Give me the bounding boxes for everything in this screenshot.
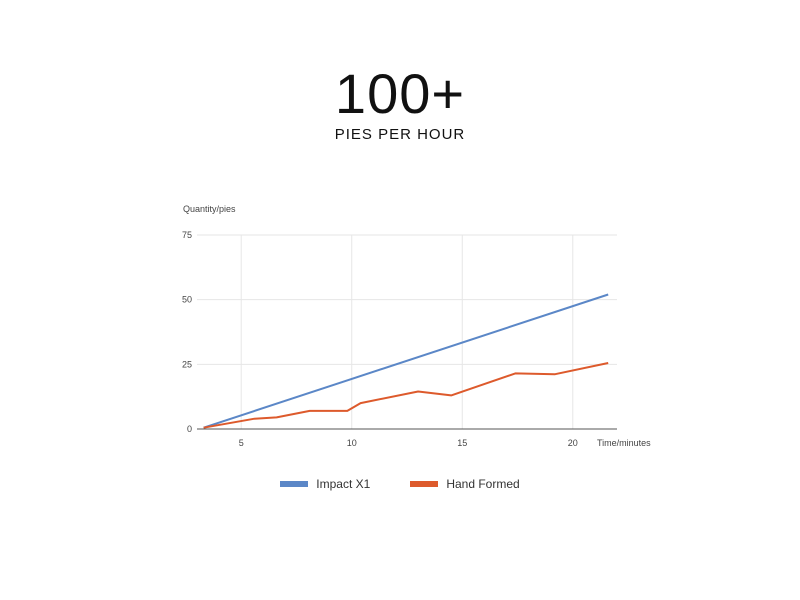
- legend-swatch-impact-x1: [280, 481, 309, 487]
- x-tick-label: 10: [347, 438, 357, 448]
- y-tick-label: 0: [187, 424, 192, 434]
- y-tick-label: 50: [182, 295, 192, 305]
- x-axis-label: Time/minutes: [597, 438, 651, 448]
- chart-legend: Impact X1 Hand Formed: [0, 477, 800, 491]
- x-tick-label: 15: [457, 438, 467, 448]
- legend-item-hand-formed[interactable]: Hand Formed: [410, 477, 520, 491]
- y-tick-label: 75: [182, 230, 192, 240]
- chart-grid: [197, 234, 617, 429]
- chart-series: [203, 293, 609, 429]
- y-axis-label: Quantity/pies: [183, 204, 236, 214]
- legend-swatch-hand-formed: [410, 481, 439, 487]
- legend-item-impact-x1[interactable]: Impact X1: [280, 477, 370, 491]
- x-tick-label: 5: [239, 438, 244, 448]
- y-tick-label: 25: [182, 359, 192, 369]
- legend-label-impact-x1: Impact X1: [316, 477, 371, 491]
- x-tick-label: 20: [568, 438, 578, 448]
- headline-subtitle: PIES PER HOUR: [334, 126, 466, 143]
- chart-axes: 0 25 50 75 5 10 15 20: [182, 230, 617, 448]
- legend-label-hand-formed: Hand Formed: [446, 477, 520, 491]
- series-line-impact-x1: [203, 293, 609, 429]
- headline-value: 100+: [334, 62, 466, 125]
- series-line-hand-formed: [203, 362, 609, 429]
